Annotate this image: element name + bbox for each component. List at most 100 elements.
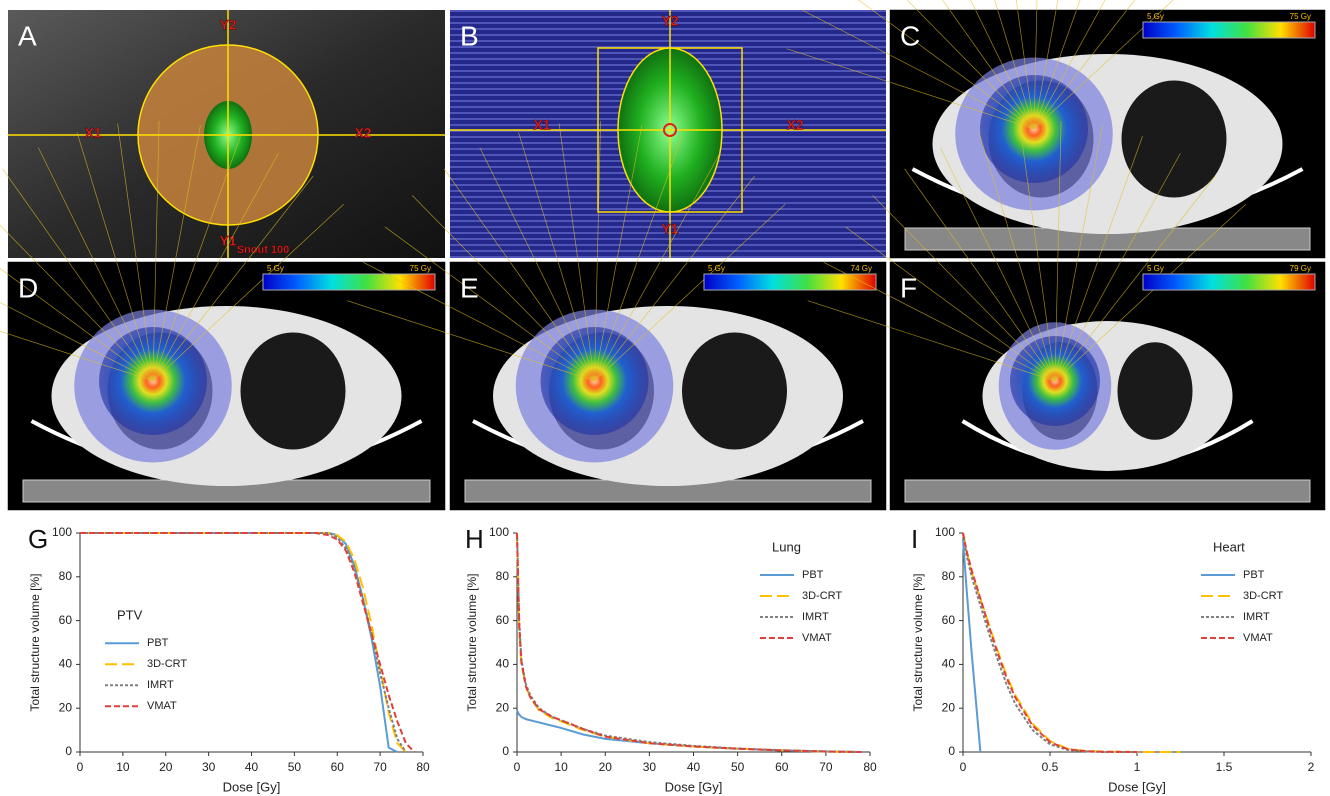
y-tick-label: 60 (496, 613, 510, 627)
colorbar-max: 79 Gy (1290, 264, 1311, 273)
legend-label: VMAT (147, 700, 177, 712)
y-tick-label: 80 (496, 569, 510, 583)
colorbar (704, 274, 876, 290)
colorbar (1143, 274, 1315, 290)
panel-label: C (900, 20, 920, 51)
jaw-label: Y1 (219, 233, 236, 249)
legend-label: PBT (802, 569, 824, 581)
y-axis-label: Total structure volume [%] (911, 573, 925, 711)
panel-label: D (18, 272, 38, 303)
x-tick-label: 50 (288, 760, 302, 774)
image-panel: B Y2 X1 X2 Y1 (450, 10, 886, 258)
x-tick-label: 20 (599, 760, 613, 774)
jaw-label: Snout 100 (237, 244, 290, 256)
x-axis-label: Dose [Gy] (1108, 779, 1166, 794)
y-tick-label: 60 (59, 613, 73, 627)
panel-label: I (911, 524, 918, 554)
x-tick-label: 30 (202, 760, 216, 774)
x-tick-label: 70 (373, 760, 387, 774)
colorbar (263, 274, 435, 290)
colorbar-min: 5 Gy (1147, 264, 1164, 273)
lung-right (1118, 342, 1193, 440)
legend-label: 3D-CRT (802, 590, 842, 602)
y-tick-label: 80 (942, 569, 956, 583)
legend-label: IMRT (802, 611, 829, 623)
colorbar-max: 75 Gy (410, 264, 431, 273)
x-tick-label: 80 (416, 760, 430, 774)
jaw-label: X1 (84, 125, 101, 141)
x-tick-label: 0 (960, 760, 967, 774)
couch (905, 480, 1310, 502)
y-tick-label: 20 (942, 700, 956, 714)
y-tick-label: 100 (52, 525, 72, 539)
legend-label: 3D-CRT (1243, 590, 1283, 602)
x-tick-label: 60 (775, 760, 789, 774)
panel-label: F (900, 272, 917, 303)
y-tick-label: 40 (942, 657, 956, 671)
lung-right (682, 333, 787, 450)
legend-label: IMRT (147, 679, 174, 691)
x-tick-label: 40 (245, 760, 259, 774)
x-tick-label: 80 (863, 760, 877, 774)
panel-label: G (28, 524, 48, 554)
y-tick-label: 0 (502, 744, 509, 758)
y-tick-label: 0 (65, 744, 72, 758)
y-tick-label: 60 (942, 613, 956, 627)
x-axis-label: Dose [Gy] (223, 779, 281, 794)
figure: AY2X1X2Y1Snout 100BY2X1X2Y1C5 Gy75 GyD5 … (0, 0, 1330, 796)
x-tick-label: 40 (687, 760, 701, 774)
y-tick-label: 20 (59, 700, 73, 714)
colorbar (1143, 22, 1315, 38)
panel-label: B (460, 20, 479, 51)
legend-label: PBT (147, 637, 169, 649)
jaw-label: X1 (533, 117, 550, 133)
x-axis-label: Dose [Gy] (665, 779, 723, 794)
panel-label: A (18, 20, 37, 51)
colorbar-min: 5 Gy (708, 264, 725, 273)
image-panel: A Y2 X1 X2 Y1Snout 100 (8, 10, 445, 258)
legend-label: PBT (1243, 569, 1265, 581)
y-tick-label: 100 (489, 525, 509, 539)
y-tick-label: 40 (59, 657, 73, 671)
dvh-line (963, 533, 1137, 752)
x-tick-label: 0.5 (1042, 760, 1059, 774)
x-tick-label: 60 (331, 760, 345, 774)
dvh-line (963, 533, 1181, 752)
x-tick-label: 30 (643, 760, 657, 774)
x-tick-label: 50 (731, 760, 745, 774)
jaw-label: Y2 (661, 13, 678, 29)
colorbar-max: 75 Gy (1290, 12, 1311, 21)
x-tick-label: 0 (77, 760, 84, 774)
dvh-line (963, 533, 1137, 752)
y-tick-label: 80 (59, 569, 73, 583)
y-tick-label: 40 (496, 657, 510, 671)
y-axis-label: Total structure volume [%] (465, 573, 479, 711)
lung-right (1122, 81, 1227, 198)
legend-label: IMRT (1243, 611, 1270, 623)
legend-label: VMAT (802, 632, 832, 644)
y-tick-label: 0 (948, 744, 955, 758)
y-tick-label: 100 (935, 525, 955, 539)
legend-title: Heart (1213, 539, 1245, 554)
jaw-label: X2 (354, 125, 371, 141)
jaw-label: Y2 (219, 17, 236, 33)
y-tick-label: 20 (496, 700, 510, 714)
x-tick-label: 10 (554, 760, 568, 774)
legend-label: VMAT (1243, 632, 1273, 644)
colorbar-min: 5 Gy (267, 264, 284, 273)
panel-label: H (465, 524, 484, 554)
x-tick-label: 10 (116, 760, 130, 774)
jaw-label: Y1 (661, 221, 678, 237)
panel-label: E (460, 272, 479, 303)
x-tick-label: 20 (159, 760, 173, 774)
jaw-label: X2 (786, 117, 803, 133)
lung-right (241, 333, 346, 450)
colorbar-min: 5 Gy (1147, 12, 1164, 21)
x-tick-label: 1.5 (1216, 760, 1233, 774)
x-tick-label: 1 (1134, 760, 1141, 774)
y-axis-label: Total structure volume [%] (28, 573, 42, 711)
x-tick-label: 70 (819, 760, 833, 774)
legend-title: Lung (772, 539, 801, 554)
colorbar-max: 74 Gy (851, 264, 872, 273)
legend-title: PTV (117, 608, 143, 623)
